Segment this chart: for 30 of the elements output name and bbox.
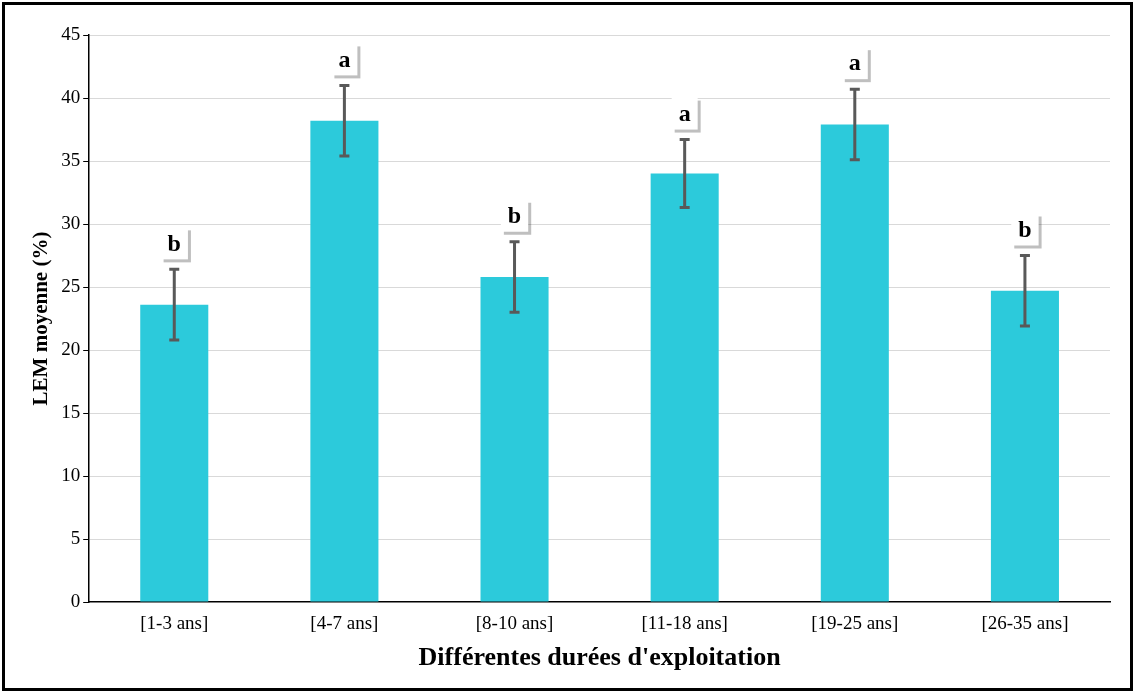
x-tick-label: [11-18 ans]	[641, 612, 728, 634]
y-tick-label: 40	[61, 85, 81, 107]
bar	[820, 124, 889, 602]
bar	[480, 276, 549, 602]
y-tick-label: 5	[70, 526, 81, 548]
bar	[140, 304, 209, 602]
annotation: a	[678, 99, 691, 126]
annotation: a	[848, 49, 861, 76]
y-tick-label: 25	[61, 274, 81, 296]
bar	[310, 120, 379, 602]
y-tick-label: 45	[61, 22, 81, 44]
y-tick-label: 15	[61, 400, 81, 422]
x-tick-label: [19-25 ans]	[811, 612, 899, 634]
annotation: a	[338, 45, 351, 72]
annotation: b	[507, 201, 522, 228]
x-axis-title: Différentes durées d'exploitation	[418, 642, 782, 672]
y-tick-label: 30	[61, 211, 81, 233]
bar	[650, 173, 719, 602]
annotation: b	[1018, 215, 1032, 242]
y-tick-label: 35	[61, 148, 81, 170]
bar	[990, 290, 1059, 602]
annotation: b	[167, 229, 181, 256]
x-tick-label: [8-10 ans]	[475, 612, 554, 634]
y-tick-label: 20	[61, 337, 81, 359]
x-tick-label: [1-3 ans]	[140, 612, 209, 634]
x-tick-label: [4-7 ans]	[310, 612, 379, 634]
y-tick-label: 10	[61, 463, 81, 485]
y-tick-label: 0	[70, 589, 81, 611]
x-tick-label: [26-35 ans]	[981, 612, 1069, 634]
y-axis-title: LEM moyenne (%)	[28, 231, 53, 406]
